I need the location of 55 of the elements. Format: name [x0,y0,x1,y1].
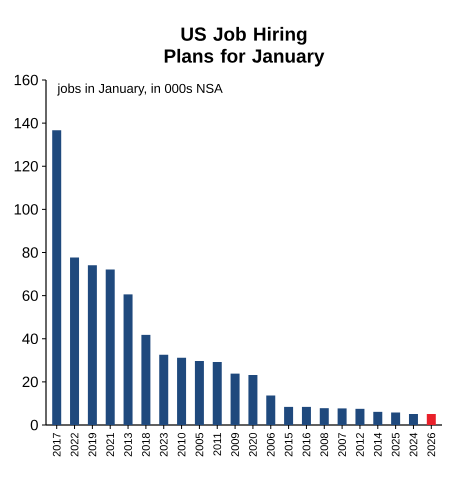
x-tick-label: 2026 [427,433,436,456]
bar [212,362,222,425]
bar [391,412,400,425]
bar [408,414,418,425]
annotation: jobs in January, in 000s NSA [57,84,223,96]
y-tick-label: 120 [14,160,38,172]
bar [320,408,329,425]
chart-title: US Job Hiring Plans for January [164,26,324,66]
x-tick-label: 2024 [410,432,418,456]
x-tick-label: 2014 [374,432,382,456]
bar [426,414,436,425]
x-tick-label: 2010 [178,432,186,456]
x-tick-label: 2017 [52,433,61,456]
bar [338,408,347,425]
bar [230,374,240,425]
bar [302,406,311,425]
x-tick-label: 2022 [70,433,78,456]
x-tick-label: 2025 [392,432,400,456]
bar [124,294,133,425]
bar [373,412,382,425]
y-tick-label: 140 [14,118,38,128]
x-tick-label: 2012 [356,433,364,456]
bar [355,408,364,425]
x-tick-label: 2011 [213,433,222,456]
x-tick-label: 2021 [106,433,114,456]
x-tick-label: 2020 [249,432,257,456]
bar [70,257,80,425]
bar [88,265,97,425]
bar [159,354,168,425]
x-tick-label: 2009 [231,433,239,456]
bar [194,360,204,425]
x-tick-label: 2013 [124,433,132,456]
x-tick-label: 2016 [302,433,310,456]
y-tick-label: 160 [14,74,38,86]
y-tick-label: 40 [22,333,38,344]
bar [248,374,258,425]
bar [106,270,115,425]
bar [52,130,62,425]
bar [141,334,150,425]
y-tick-label: 20 [22,376,38,388]
y-tick-label: 0 [30,420,38,430]
x-tick-label: 2018 [142,433,150,456]
x-tick-label: 2006 [266,433,275,456]
y-tick-label: 80 [22,247,38,258]
x-tick-label: 2007 [338,433,346,456]
y-tick-label: 60 [22,290,38,301]
bar [266,395,276,425]
x-tick-label: 2019 [88,433,96,456]
x-tick-label: 2008 [320,433,328,456]
x-tick-label: 2005 [196,432,204,456]
bar [284,406,294,425]
bar [177,358,186,425]
x-tick-label: 2015 [284,432,292,456]
y-tick-label: 100 [14,204,38,215]
x-tick-label: 2023 [160,433,168,456]
